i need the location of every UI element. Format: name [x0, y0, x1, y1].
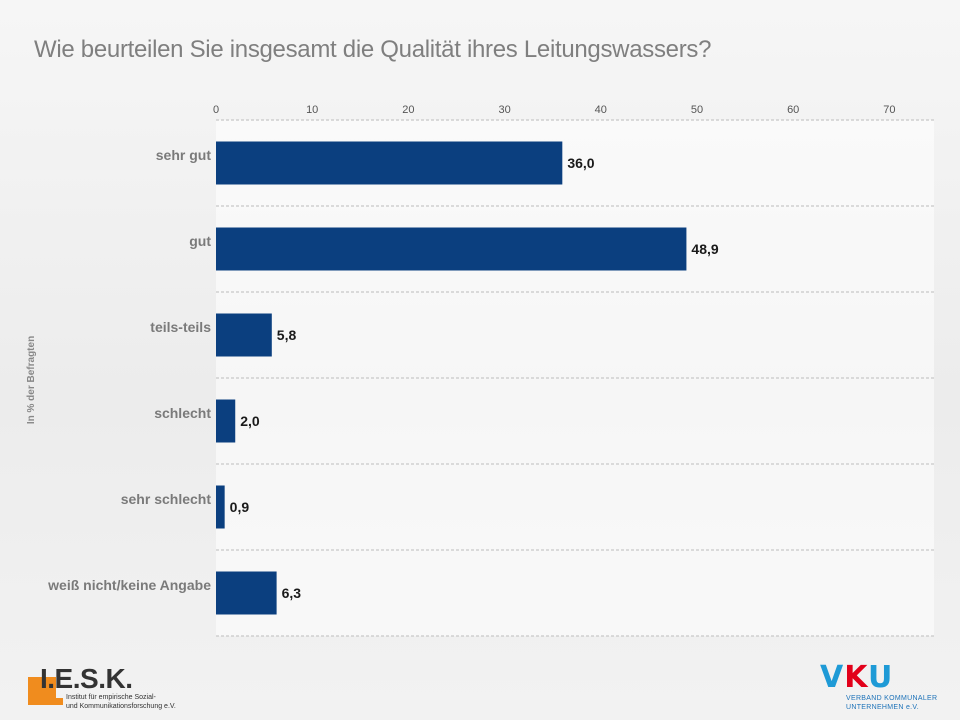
value-label: 0,9 [230, 499, 250, 515]
category-label: teils-teils [150, 319, 211, 335]
iesk-logo-small-square-icon [56, 698, 63, 705]
value-label: 5,8 [277, 327, 297, 343]
value-label: 2,0 [240, 413, 260, 429]
x-tick-label: 20 [402, 104, 414, 116]
bar [216, 313, 272, 357]
vku-logo-letter-v: V [820, 660, 845, 695]
x-tick-label: 0 [213, 104, 219, 116]
bar [216, 227, 687, 271]
iesk-logo-subtitle-line2: und Kommunikationsforschung e.V. [66, 703, 176, 710]
category-label: gut [189, 233, 211, 249]
bar [216, 399, 236, 443]
bar [216, 141, 563, 185]
x-tick-label: 30 [498, 104, 510, 116]
category-label: sehr gut [156, 147, 212, 163]
value-label: 36,0 [567, 155, 594, 171]
category-label: weiß nicht/keine Angabe [47, 577, 211, 593]
category-label: sehr schlecht [121, 491, 212, 507]
vku-logo: VKU VERBAND KOMMUNALER UNTERNEHMEN e.V. [820, 660, 940, 716]
chart-title: Wie beurteilen Sie insgesamt die Qualitä… [34, 36, 712, 63]
bar [216, 485, 225, 529]
vku-logo-letters: VKU [820, 660, 893, 695]
vku-logo-letter-k: K [844, 660, 868, 695]
vku-logo-letter-u: U [867, 660, 894, 695]
vku-logo-subtitle-line2: UNTERNEHMEN e.V. [846, 704, 919, 711]
value-label: 48,9 [691, 241, 718, 257]
vku-logo-subtitle: VERBAND KOMMUNALER UNTERNEHMEN e.V. [846, 694, 946, 712]
iesk-logo: I.E.S.K. Institut für empirische Sozial-… [28, 663, 188, 713]
vku-logo-subtitle-line1: VERBAND KOMMUNALER [846, 695, 938, 702]
x-tick-label: 40 [595, 104, 607, 116]
iesk-logo-subtitle: Institut für empirische Sozial- und Komm… [66, 693, 206, 711]
x-tick-label: 70 [883, 104, 895, 116]
iesk-logo-name: I.E.S.K. [40, 663, 133, 694]
category-label: schlecht [154, 405, 211, 421]
y-axis-label: In % der Befragten [26, 336, 37, 424]
x-tick-label: 50 [691, 104, 703, 116]
value-label: 6,3 [282, 585, 302, 601]
x-tick-label: 10 [306, 104, 318, 116]
iesk-logo-square-icon [28, 677, 56, 705]
iesk-logo-subtitle-line1: Institut für empirische Sozial- [66, 694, 156, 701]
x-tick-label: 60 [787, 104, 799, 116]
plot-area [216, 120, 934, 636]
bar [216, 571, 277, 615]
